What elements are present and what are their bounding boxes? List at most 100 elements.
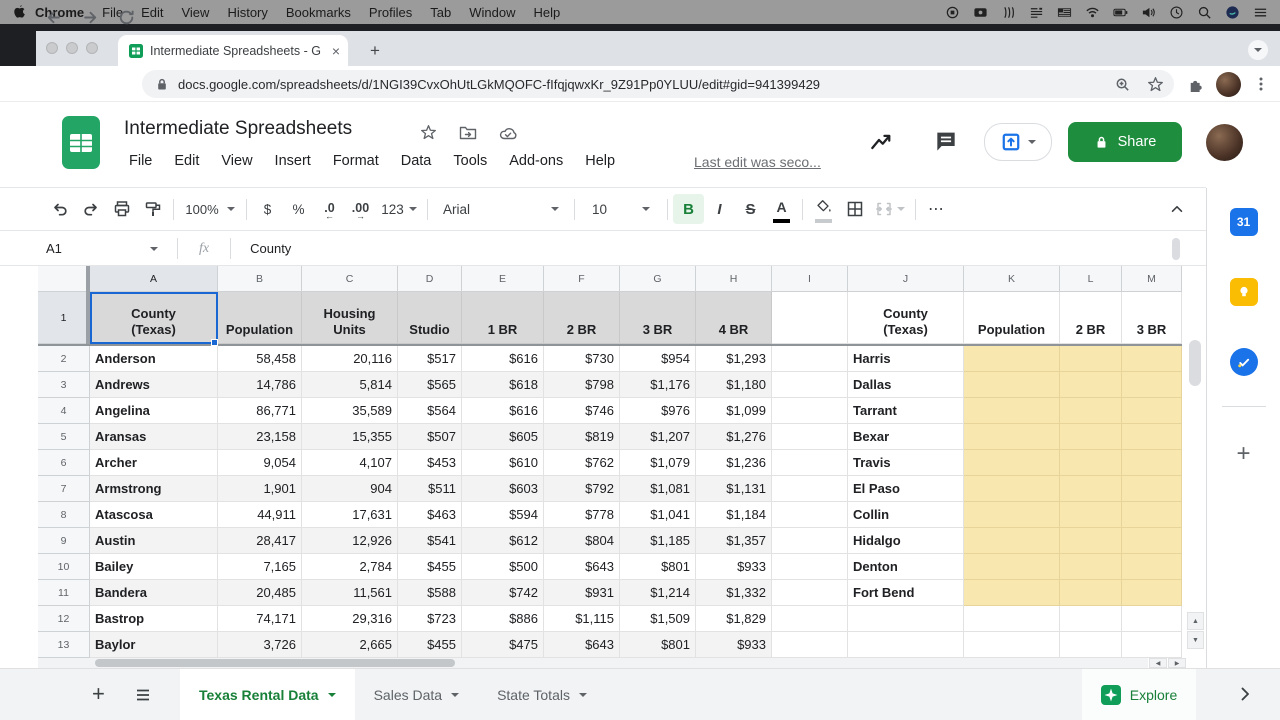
- cell-E11[interactable]: $742: [462, 580, 544, 606]
- cell-I2[interactable]: [772, 346, 848, 372]
- number-format-button[interactable]: 123: [376, 194, 422, 224]
- row-header-6[interactable]: 6: [38, 450, 90, 476]
- redo-button[interactable]: [75, 194, 106, 224]
- cell-L9[interactable]: [1060, 528, 1122, 554]
- cell-A6[interactable]: Archer: [90, 450, 218, 476]
- cell-A8[interactable]: Atascosa: [90, 502, 218, 528]
- cell-I8[interactable]: [772, 502, 848, 528]
- cell-H8[interactable]: $1,184: [696, 502, 772, 528]
- cell-K10[interactable]: [964, 554, 1060, 580]
- col-header-A[interactable]: A: [90, 266, 218, 292]
- cell-D13[interactable]: $455: [398, 632, 462, 658]
- cell-A10[interactable]: Bailey: [90, 554, 218, 580]
- cell-F12[interactable]: $1,115: [544, 606, 620, 632]
- row-header-9[interactable]: 9: [38, 528, 90, 554]
- cell-L8[interactable]: [1060, 502, 1122, 528]
- cell-K8[interactable]: [964, 502, 1060, 528]
- cell-D2[interactable]: $517: [398, 346, 462, 372]
- collapse-toolbar-icon[interactable]: [1161, 194, 1192, 224]
- cell-B13[interactable]: 3,726: [218, 632, 302, 658]
- font-family-select[interactable]: Arial: [433, 194, 569, 224]
- padlock-icon[interactable]: [154, 76, 170, 92]
- row-header-11[interactable]: 11: [38, 580, 90, 606]
- font-size-select[interactable]: 10: [580, 194, 662, 224]
- comment-icon[interactable]: [934, 130, 958, 154]
- cell-D9[interactable]: $541: [398, 528, 462, 554]
- cell-C11[interactable]: 11,561: [302, 580, 398, 606]
- menu-list-icon[interactable]: [1253, 5, 1268, 20]
- apple-icon[interactable]: [12, 4, 26, 20]
- formula-input[interactable]: County: [250, 241, 292, 256]
- cell-J11[interactable]: Fort Bend: [848, 580, 964, 606]
- cell-B3[interactable]: 14,786: [218, 372, 302, 398]
- cell-J13[interactable]: [848, 632, 964, 658]
- sheets-menu-insert[interactable]: Insert: [274, 153, 311, 169]
- share-button[interactable]: Share: [1068, 122, 1182, 162]
- menubar-item-chrome[interactable]: Chrome: [35, 4, 85, 20]
- cell-D8[interactable]: $463: [398, 502, 462, 528]
- back-icon[interactable]: [44, 8, 63, 27]
- cell-M7[interactable]: [1122, 476, 1182, 502]
- row-header-13[interactable]: 13: [38, 632, 90, 658]
- cell-B1[interactable]: Population: [218, 292, 302, 344]
- cell-B2[interactable]: 58,458: [218, 346, 302, 372]
- tab-close-icon[interactable]: ×: [331, 42, 340, 59]
- col-header-E[interactable]: E: [462, 266, 544, 292]
- forward-icon[interactable]: [81, 8, 100, 27]
- cell-I3[interactable]: [772, 372, 848, 398]
- bookmark-star-icon[interactable]: [1147, 76, 1164, 93]
- cell-F11[interactable]: $931: [544, 580, 620, 606]
- name-box[interactable]: A1: [46, 241, 172, 256]
- sheet-tab-texas-rental-data[interactable]: Texas Rental Data: [180, 669, 355, 720]
- browser-tab[interactable]: Intermediate Spreadsheets - G ×: [118, 35, 348, 66]
- cell-B5[interactable]: 23,158: [218, 424, 302, 450]
- format-percent-button[interactable]: %: [292, 201, 305, 217]
- expand-panel-icon[interactable]: [1236, 685, 1254, 703]
- cell-L3[interactable]: [1060, 372, 1122, 398]
- sheets-logo[interactable]: [62, 116, 100, 169]
- cell-F13[interactable]: $643: [544, 632, 620, 658]
- cell-J3[interactable]: Dallas: [848, 372, 964, 398]
- col-header-C[interactable]: C: [302, 266, 398, 292]
- cell-D1[interactable]: Studio: [398, 292, 462, 344]
- text-color-button[interactable]: A: [766, 192, 797, 227]
- cell-E1[interactable]: 1 BR: [462, 292, 544, 344]
- cell-I9[interactable]: [772, 528, 848, 554]
- cell-D10[interactable]: $455: [398, 554, 462, 580]
- menubar-item-history[interactable]: History: [227, 4, 268, 20]
- cell-E5[interactable]: $605: [462, 424, 544, 450]
- cell-H4[interactable]: $1,099: [696, 398, 772, 424]
- sheets-menu-edit[interactable]: Edit: [174, 153, 200, 169]
- cell-A12[interactable]: Bastrop: [90, 606, 218, 632]
- cell-G7[interactable]: $1,081: [620, 476, 696, 502]
- cell-F4[interactable]: $746: [544, 398, 620, 424]
- grid-corner[interactable]: [38, 266, 90, 292]
- battery-icon[interactable]: [1113, 5, 1128, 20]
- col-header-I[interactable]: I: [772, 266, 848, 292]
- cell-E13[interactable]: $475: [462, 632, 544, 658]
- cell-H5[interactable]: $1,276: [696, 424, 772, 450]
- cell-M9[interactable]: [1122, 528, 1182, 554]
- minimize-window-button[interactable]: [66, 42, 78, 54]
- cell-G6[interactable]: $1,079: [620, 450, 696, 476]
- more-toolbar-button[interactable]: ⋯: [928, 201, 945, 218]
- cell-C2[interactable]: 20,116: [302, 346, 398, 372]
- cell-L5[interactable]: [1060, 424, 1122, 450]
- formula-bar-handle[interactable]: [1172, 238, 1180, 260]
- move-folder-icon[interactable]: [459, 125, 477, 141]
- cell-C13[interactable]: 2,665: [302, 632, 398, 658]
- cell-H3[interactable]: $1,180: [696, 372, 772, 398]
- cell-F9[interactable]: $804: [544, 528, 620, 554]
- cell-M4[interactable]: [1122, 398, 1182, 424]
- cell-F6[interactable]: $762: [544, 450, 620, 476]
- paint-format-button[interactable]: [137, 194, 168, 224]
- row-header-1[interactable]: 1: [38, 292, 90, 344]
- cell-F1[interactable]: 2 BR: [544, 292, 620, 344]
- cell-G4[interactable]: $976: [620, 398, 696, 424]
- horizontal-scrollbar-track[interactable]: [38, 658, 1148, 668]
- cell-B9[interactable]: 28,417: [218, 528, 302, 554]
- cell-H1[interactable]: 4 BR: [696, 292, 772, 344]
- explore-button[interactable]: Explore: [1082, 669, 1196, 720]
- cell-C5[interactable]: 15,355: [302, 424, 398, 450]
- menubar-item-profiles[interactable]: Profiles: [368, 4, 413, 20]
